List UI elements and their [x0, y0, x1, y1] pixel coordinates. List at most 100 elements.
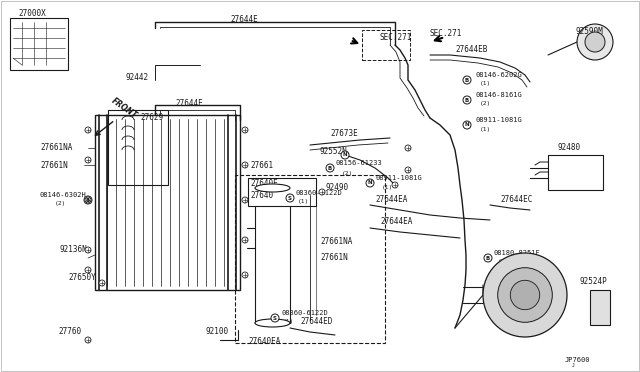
Circle shape	[242, 272, 248, 278]
Text: 27629: 27629	[140, 113, 163, 122]
Text: 08911-1081G: 08911-1081G	[475, 117, 522, 123]
Text: (1): (1)	[283, 320, 294, 324]
Bar	[548, 155, 603, 190]
Text: 27661: 27661	[250, 161, 273, 170]
Circle shape	[242, 237, 248, 243]
Text: 92524P: 92524P	[580, 278, 608, 286]
Text: B: B	[465, 97, 469, 103]
Circle shape	[405, 167, 411, 173]
Circle shape	[326, 164, 334, 172]
Text: N: N	[368, 180, 372, 186]
Text: 27661N: 27661N	[40, 160, 68, 170]
Text: 27661NA: 27661NA	[320, 237, 353, 247]
Text: 08146-6202G: 08146-6202G	[475, 72, 522, 78]
Text: B: B	[328, 166, 332, 170]
Text: (1): (1)	[498, 260, 509, 264]
Text: 27644EC: 27644EC	[500, 196, 532, 205]
Circle shape	[498, 268, 552, 322]
Circle shape	[85, 247, 91, 253]
Text: SEC.271: SEC.271	[380, 33, 412, 42]
Text: 27644E: 27644E	[230, 16, 258, 25]
Bar	[10, 18, 68, 70]
Bar	[590, 290, 610, 325]
Text: FRONT: FRONT	[110, 96, 139, 120]
Circle shape	[392, 182, 398, 188]
Circle shape	[271, 314, 279, 322]
Circle shape	[85, 197, 91, 203]
Text: N: N	[465, 122, 469, 128]
Text: 27673E: 27673E	[330, 128, 358, 138]
Circle shape	[463, 96, 471, 104]
Text: 27760: 27760	[58, 327, 81, 337]
Text: 92136N: 92136N	[60, 246, 88, 254]
Circle shape	[242, 197, 248, 203]
Text: 92480: 92480	[558, 144, 581, 153]
Text: 08180-8251F: 08180-8251F	[494, 250, 541, 256]
Text: 27650Y: 27650Y	[68, 273, 96, 282]
Text: S: S	[288, 196, 292, 201]
Text: S: S	[273, 315, 277, 321]
Circle shape	[484, 254, 492, 262]
Circle shape	[483, 253, 567, 337]
Text: 92490: 92490	[325, 183, 348, 192]
Text: 08911-1081G: 08911-1081G	[376, 175, 423, 181]
Text: 08360-5122D: 08360-5122D	[296, 190, 343, 196]
Text: 27640E: 27640E	[250, 179, 278, 187]
Circle shape	[585, 32, 605, 52]
Text: 92590M: 92590M	[575, 28, 603, 36]
Text: (2): (2)	[55, 202, 67, 206]
Text: N: N	[342, 153, 348, 157]
Text: B: B	[86, 198, 90, 202]
Circle shape	[463, 76, 471, 84]
Text: 08146-8161G: 08146-8161G	[475, 92, 522, 98]
Ellipse shape	[255, 319, 290, 327]
Circle shape	[85, 127, 91, 133]
Bar	[255, 188, 290, 323]
Text: 27000X: 27000X	[18, 10, 45, 19]
Text: 27661N: 27661N	[320, 253, 348, 263]
Circle shape	[319, 189, 325, 195]
Text: 27640: 27640	[250, 190, 273, 199]
Text: 08156-61233: 08156-61233	[336, 160, 383, 166]
Text: (2): (2)	[480, 102, 492, 106]
Circle shape	[85, 157, 91, 163]
Circle shape	[341, 151, 349, 159]
Text: (1): (1)	[298, 199, 309, 205]
Bar	[248, 178, 316, 206]
Text: 27644EA: 27644EA	[380, 218, 412, 227]
Circle shape	[510, 280, 540, 310]
Circle shape	[366, 179, 374, 187]
Text: J: J	[572, 363, 575, 368]
Text: 08360-6122D: 08360-6122D	[281, 310, 328, 316]
Text: SEC.274: SEC.274	[505, 276, 538, 285]
Text: B: B	[486, 256, 490, 260]
Circle shape	[286, 194, 294, 202]
Bar	[108, 110, 168, 185]
Text: 92552N: 92552N	[320, 148, 348, 157]
Bar	[235, 175, 385, 343]
Text: B: B	[465, 77, 469, 83]
Text: 27644ED: 27644ED	[300, 317, 332, 327]
Text: 27644EB: 27644EB	[455, 45, 488, 55]
Text: SEC.271: SEC.271	[430, 29, 462, 38]
Text: (2): (2)	[342, 170, 353, 176]
Circle shape	[99, 280, 105, 286]
Circle shape	[405, 145, 411, 151]
Text: (1): (1)	[480, 81, 492, 87]
Text: 27644EA: 27644EA	[375, 196, 408, 205]
Text: 08146-6302H: 08146-6302H	[40, 192, 87, 198]
Circle shape	[577, 24, 613, 60]
Circle shape	[85, 337, 91, 343]
Text: (1): (1)	[382, 185, 393, 189]
Text: (1): (1)	[480, 126, 492, 131]
Text: 27644E: 27644E	[175, 99, 203, 108]
Circle shape	[242, 127, 248, 133]
Circle shape	[463, 121, 471, 129]
Circle shape	[242, 162, 248, 168]
Text: JP7600: JP7600	[565, 357, 591, 363]
Text: 92100: 92100	[205, 327, 228, 337]
Circle shape	[84, 196, 92, 204]
Bar	[95, 115, 240, 290]
Bar	[362, 30, 410, 60]
Text: 92442: 92442	[125, 74, 148, 83]
